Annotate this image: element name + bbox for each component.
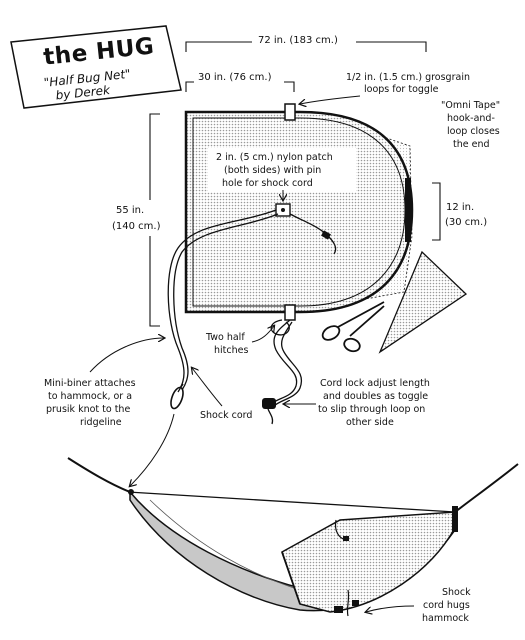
ridgeline xyxy=(127,491,456,513)
omni-tape-strip xyxy=(405,178,411,242)
hugs-hammock-line3: hammock xyxy=(422,613,469,624)
omni-tape-line2: hook-and- xyxy=(447,113,495,124)
grosgrain-line1: 1/2 in. (1.5 cm.) grosgrain xyxy=(346,72,470,83)
cord-lock-line2: and doubles as toggle xyxy=(323,391,428,402)
annotation-mini-biner: Mini-biner attaches to hammock, or a pru… xyxy=(44,338,175,486)
suspension-left xyxy=(67,457,131,493)
title-box: the HUG "Half Bug Net" by Derek xyxy=(10,25,182,109)
nylon-patch-line2: (both sides) with pin xyxy=(224,165,321,176)
annotation-half-hitches: Two half hitches xyxy=(205,326,274,356)
annotation-omni-tape: "Omni Tape" hook-and- loop closes the en… xyxy=(441,100,500,150)
nylon-patch-line3: hole for shock cord xyxy=(222,178,313,189)
length-72-label: 72 in. (183 cm.) xyxy=(258,35,338,46)
shock-cord-bottom xyxy=(270,319,303,407)
mini-biner-line3: prusik knot to the xyxy=(46,404,130,415)
cord-lock-line1: Cord lock adjust length xyxy=(320,378,430,389)
annotation-grosgrain: 1/2 in. (1.5 cm.) grosgrain loops for to… xyxy=(300,72,470,104)
hammock-net xyxy=(281,511,456,613)
flat-net xyxy=(184,103,414,321)
hugs-hammock-line1: Shock xyxy=(442,587,471,598)
hammock-view xyxy=(67,457,519,617)
mini-biner-line4: ridgeline xyxy=(80,417,122,428)
nylon-patch-line1: 2 in. (5 cm.) nylon patch xyxy=(216,152,333,163)
shock-cord-left xyxy=(167,209,279,393)
annotation-cord-lock: Cord lock adjust length and doubles as t… xyxy=(284,378,430,428)
end-30-label: (30 cm.) xyxy=(445,217,487,228)
omni-tape-line1: "Omni Tape" xyxy=(441,100,500,111)
half-hitches-line2: hitches xyxy=(214,345,248,356)
mini-biner-line1: Mini-biner attaches xyxy=(44,378,136,389)
mesh-end-triangle xyxy=(378,250,468,354)
end-12-label: 12 in. xyxy=(446,202,474,213)
annotation-hugs-hammock: Shock cord hugs hammock xyxy=(366,587,471,624)
grosgrain-loop-top xyxy=(284,103,296,121)
omni-tape-line4: the end xyxy=(453,139,490,150)
height-55-label: 55 in. xyxy=(116,205,144,216)
scissors-icon xyxy=(321,301,385,353)
cord-lock-icon xyxy=(262,398,276,425)
shock-cord-label: Shock cord xyxy=(200,410,252,421)
cord-lock-line3: to slip through loop on xyxy=(318,404,425,415)
half-hitches-line1: Two half xyxy=(205,332,245,343)
grosgrain-line2: loops for toggle xyxy=(364,84,439,95)
height-140-label: (140 cm.) xyxy=(112,221,161,232)
suspension-right xyxy=(454,463,519,513)
dimension-labels: 72 in. (183 cm.) 30 in. (76 cm.) 55 in. … xyxy=(108,31,487,236)
omni-tape-line3: loop closes xyxy=(447,126,500,137)
annotation-shock-cord: Shock cord xyxy=(192,368,252,421)
length-30-label: 30 in. (76 cm.) xyxy=(198,72,272,83)
mini-biner-icon xyxy=(170,383,184,410)
annotation-nylon-patch: 2 in. (5 cm.) nylon patch (both sides) w… xyxy=(208,148,356,200)
hugs-hammock-line2: cord hugs xyxy=(423,600,470,611)
mini-biner-line2: to hammock, or a xyxy=(48,391,132,402)
cord-lock-line4: other side xyxy=(346,417,394,428)
grosgrain-loop-bottom xyxy=(284,304,296,321)
diagram-byline: by Derek xyxy=(55,83,112,103)
